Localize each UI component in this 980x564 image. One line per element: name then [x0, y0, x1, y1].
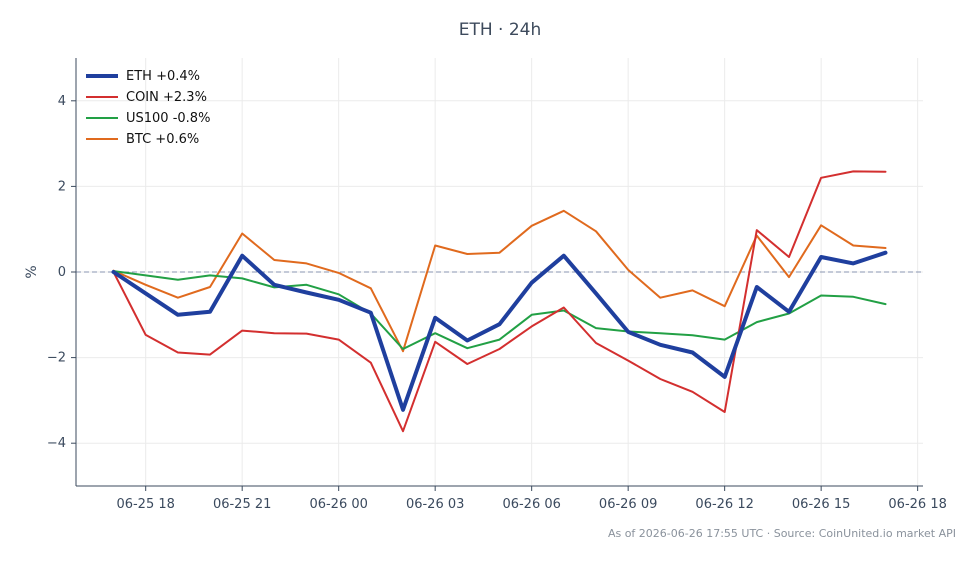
series-line-coin: [112, 170, 887, 433]
legend-label: BTC +0.6%: [126, 132, 199, 147]
y-axis-label: %: [24, 265, 40, 278]
y-tick-label: −4: [47, 436, 66, 451]
series-line-us100: [112, 270, 887, 350]
legend-label: COIN +2.3%: [126, 90, 207, 105]
x-tick-label: 06-26 06: [502, 497, 560, 512]
y-tick-label: 2: [58, 179, 66, 194]
chart-title: ETH · 24h: [458, 20, 542, 40]
x-tick-label: 06-26 18: [888, 497, 946, 512]
y-tick-label: −2: [47, 351, 66, 366]
x-tick-label: 06-26 15: [792, 497, 850, 512]
legend-label: US100 -0.8%: [126, 111, 210, 126]
series-line-eth: [111, 250, 888, 412]
y-tick-label: 4: [58, 94, 66, 109]
x-tick-label: 06-26 03: [406, 497, 464, 512]
x-tick-label: 06-26 09: [599, 497, 657, 512]
x-tick-label: 06-25 18: [116, 497, 174, 512]
x-tick-label: 06-26 12: [695, 497, 753, 512]
x-tick-label: 06-25 21: [213, 497, 271, 512]
y-tick-label: 0: [58, 265, 66, 280]
legend-label: ETH +0.4%: [126, 69, 200, 84]
source-footer: As of 2026-06-26 17:55 UTC · Source: Coi…: [607, 527, 956, 540]
x-tick-label: 06-26 00: [309, 497, 367, 512]
